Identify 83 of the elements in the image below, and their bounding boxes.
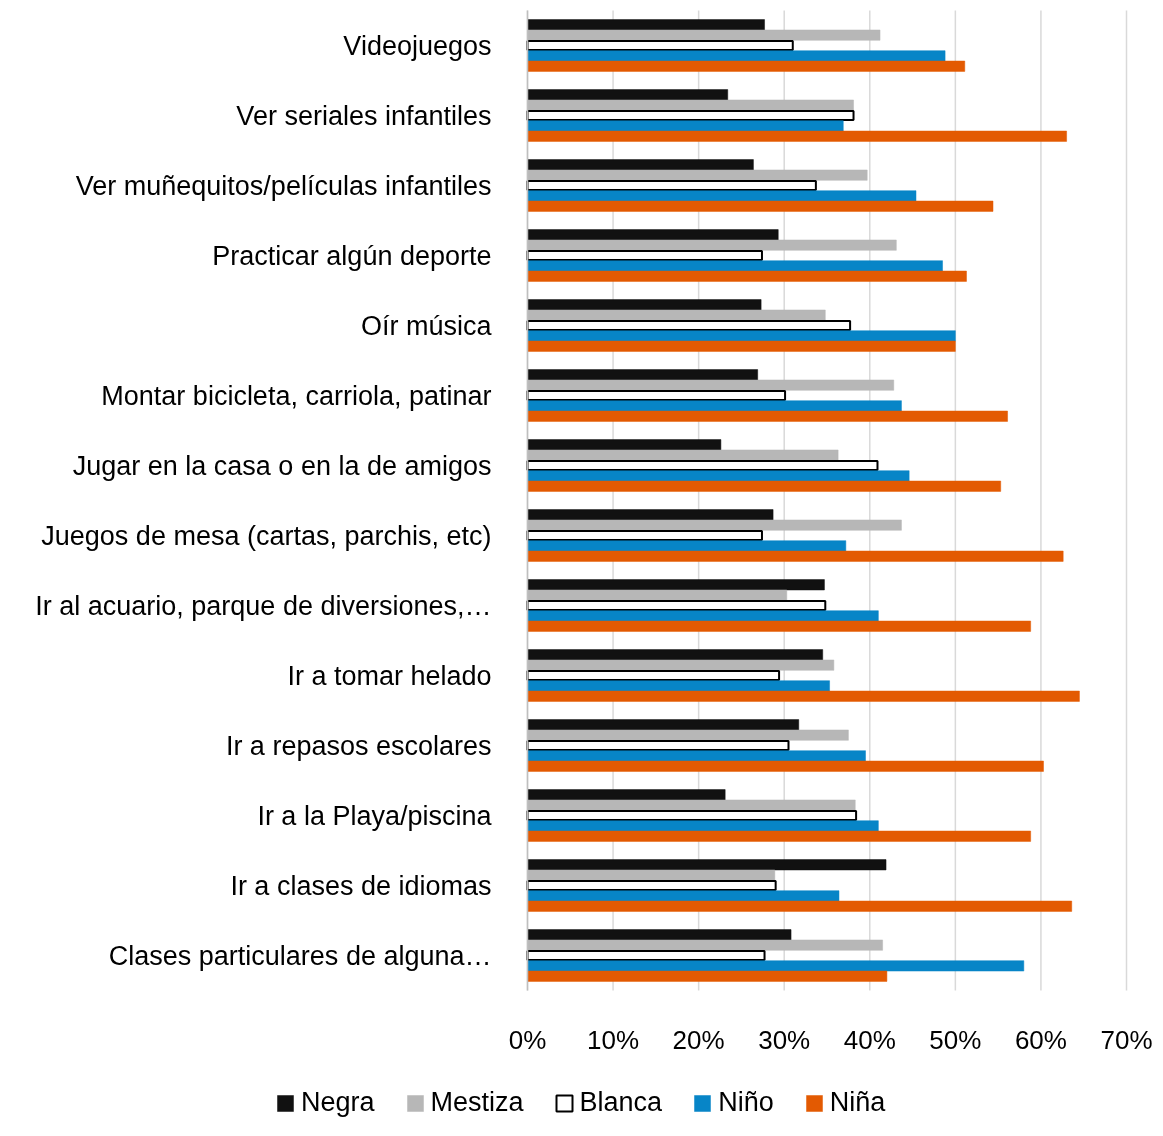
bar [527, 410, 1008, 422]
bar [527, 900, 1072, 912]
bar [526, 40, 794, 51]
bar [527, 789, 726, 801]
bar [527, 680, 830, 692]
bar [527, 480, 1001, 492]
x-tick-label: 60% [1014, 1024, 1067, 1055]
y-tick-label: Montar bicicleta, carriola, patinar [101, 380, 492, 411]
bar [526, 810, 858, 821]
x-tick-label: 10% [587, 1024, 640, 1055]
y-tick-label: Ir a repasos escolares [225, 730, 492, 761]
bar [527, 579, 825, 591]
x-tick-label: 30% [758, 1024, 811, 1055]
bar [527, 820, 879, 832]
y-tick-label: Practicar algún deporte [212, 240, 492, 271]
bar [527, 50, 946, 62]
bar [527, 960, 1025, 972]
bar [527, 260, 943, 272]
bar [527, 299, 762, 311]
bar [527, 130, 1067, 142]
bar [527, 620, 1031, 632]
bar [527, 719, 800, 731]
bar [526, 180, 817, 191]
y-tick-label: Clases particulares de alguna… [108, 940, 492, 971]
bar [527, 60, 966, 72]
bar [527, 929, 792, 941]
bar [527, 760, 1044, 772]
y-tick-label: Ir a tomar helado [287, 660, 492, 691]
bar [527, 439, 722, 451]
bar [527, 470, 910, 482]
bar [526, 460, 879, 471]
legend-label: Negra [301, 1087, 375, 1118]
bar [527, 330, 956, 342]
bar [527, 340, 956, 352]
y-tick-label: Ver seriales infantiles [236, 100, 492, 131]
bar [527, 229, 779, 241]
bar [527, 830, 1031, 842]
y-tick-label: Videojuegos [343, 30, 492, 61]
legend-label: Niña [829, 1087, 886, 1118]
bar [527, 200, 994, 212]
bar [527, 610, 879, 622]
bar [527, 890, 840, 902]
bar [527, 400, 902, 412]
bar [526, 950, 766, 961]
legend-label: Blanca [579, 1087, 663, 1118]
x-tick-label: 70% [1100, 1024, 1153, 1055]
x-tick-label: 40% [843, 1024, 896, 1055]
bar [527, 509, 774, 521]
bar [526, 740, 790, 751]
y-tick-label: Jugar en la casa o en la de amigos [72, 450, 492, 481]
legend-label: Niño [718, 1087, 774, 1118]
bar [527, 649, 823, 661]
bar [527, 369, 758, 381]
bar [526, 320, 852, 331]
bar [527, 159, 754, 171]
bar [526, 670, 781, 681]
bar [527, 270, 967, 282]
bar [526, 390, 787, 401]
x-tick-label: 20% [672, 1024, 725, 1055]
y-tick-label: Ver muñequitos/películas infantiles [75, 170, 492, 201]
bar [526, 530, 763, 541]
bar [526, 110, 855, 121]
bar [527, 690, 1080, 702]
x-tick-label: 50% [929, 1024, 982, 1055]
bar [527, 970, 888, 982]
y-tick-label: Oír música [360, 310, 493, 341]
y-tick-label: Ir a clases de idiomas [230, 870, 492, 901]
bar [526, 250, 763, 261]
bar [527, 550, 1064, 562]
y-tick-label: Ir a la Playa/piscina [257, 800, 493, 831]
bar [527, 190, 917, 202]
bar [527, 540, 847, 552]
legend-label: Mestiza [430, 1087, 524, 1118]
bar [527, 19, 765, 31]
bar [526, 600, 827, 611]
x-tick-label: 0% [508, 1024, 547, 1055]
bar [527, 89, 728, 101]
y-tick-label: Ir al acuario, parque de diversiones,… [35, 590, 492, 621]
y-tick-label: Juegos de mesa (cartas, parchis, etc) [41, 520, 492, 551]
bar [527, 120, 844, 132]
bar [527, 859, 887, 871]
bar [527, 750, 866, 762]
bar [526, 880, 777, 891]
